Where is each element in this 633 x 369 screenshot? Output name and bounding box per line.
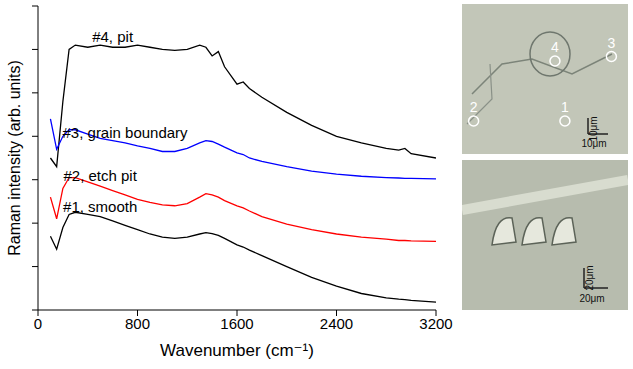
svg-text:#2, etch pit: #2, etch pit bbox=[63, 167, 137, 184]
svg-text:#4, pit: #4, pit bbox=[92, 28, 134, 45]
svg-text:3: 3 bbox=[608, 35, 616, 51]
svg-text:10μm: 10μm bbox=[588, 116, 599, 142]
svg-text:1600: 1600 bbox=[220, 315, 253, 332]
svg-text:1: 1 bbox=[561, 99, 569, 115]
svg-text:Raman intensity (arb. units): Raman intensity (arb. units) bbox=[6, 60, 23, 256]
svg-text:20μm: 20μm bbox=[584, 265, 595, 290]
svg-text:10μm: 10μm bbox=[581, 138, 606, 149]
svg-text:4: 4 bbox=[551, 39, 559, 55]
svg-text:20μm: 20μm bbox=[579, 293, 604, 304]
svg-text:Wavenumber (cm⁻¹): Wavenumber (cm⁻¹) bbox=[160, 341, 314, 360]
svg-text:800: 800 bbox=[125, 315, 150, 332]
svg-text:#3, grain boundary: #3, grain boundary bbox=[63, 124, 189, 141]
svg-text:2: 2 bbox=[470, 99, 478, 115]
svg-text:3200: 3200 bbox=[419, 315, 452, 332]
svg-text:#1, smooth: #1, smooth bbox=[63, 198, 137, 215]
svg-text:0: 0 bbox=[34, 315, 42, 332]
svg-text:2400: 2400 bbox=[320, 315, 353, 332]
